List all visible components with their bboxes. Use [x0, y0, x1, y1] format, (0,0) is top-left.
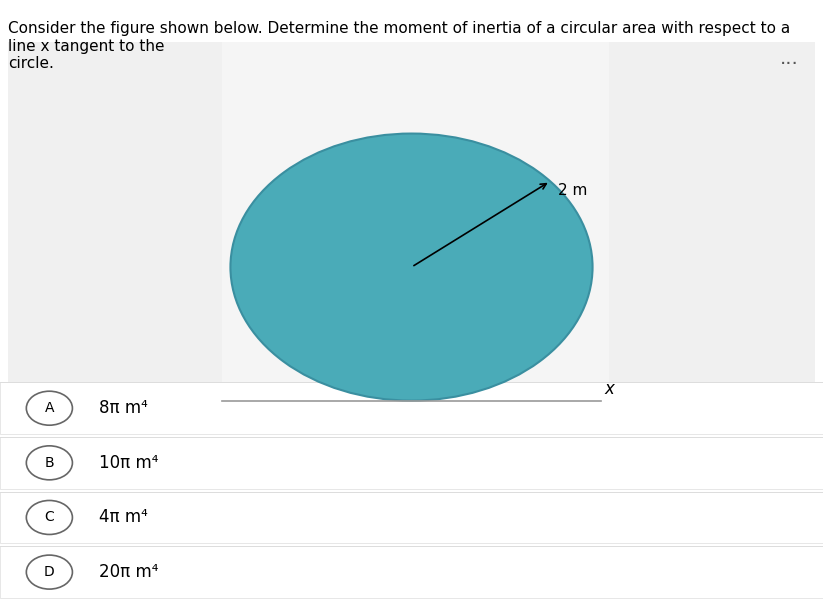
- Text: x: x: [605, 379, 615, 398]
- FancyBboxPatch shape: [0, 437, 823, 489]
- Text: 20π m⁴: 20π m⁴: [99, 563, 158, 581]
- Text: Consider the figure shown below. Determine the moment of inertia of a circular a: Consider the figure shown below. Determi…: [8, 21, 790, 71]
- Circle shape: [230, 134, 593, 401]
- FancyBboxPatch shape: [222, 42, 609, 395]
- Circle shape: [26, 555, 72, 589]
- FancyBboxPatch shape: [609, 42, 815, 395]
- FancyBboxPatch shape: [0, 492, 823, 543]
- Text: 4π m⁴: 4π m⁴: [99, 509, 147, 526]
- Text: ...: ...: [779, 49, 798, 67]
- Text: 10π m⁴: 10π m⁴: [99, 454, 158, 472]
- Text: D: D: [44, 565, 55, 579]
- Text: C: C: [44, 510, 54, 524]
- Text: 8π m⁴: 8π m⁴: [99, 399, 147, 417]
- Text: A: A: [44, 401, 54, 415]
- Circle shape: [26, 446, 72, 480]
- Text: B: B: [44, 456, 54, 470]
- FancyBboxPatch shape: [8, 42, 222, 395]
- FancyBboxPatch shape: [0, 382, 823, 434]
- Circle shape: [26, 500, 72, 534]
- Circle shape: [26, 392, 72, 426]
- FancyBboxPatch shape: [0, 546, 823, 598]
- Text: 2 m: 2 m: [559, 183, 588, 198]
